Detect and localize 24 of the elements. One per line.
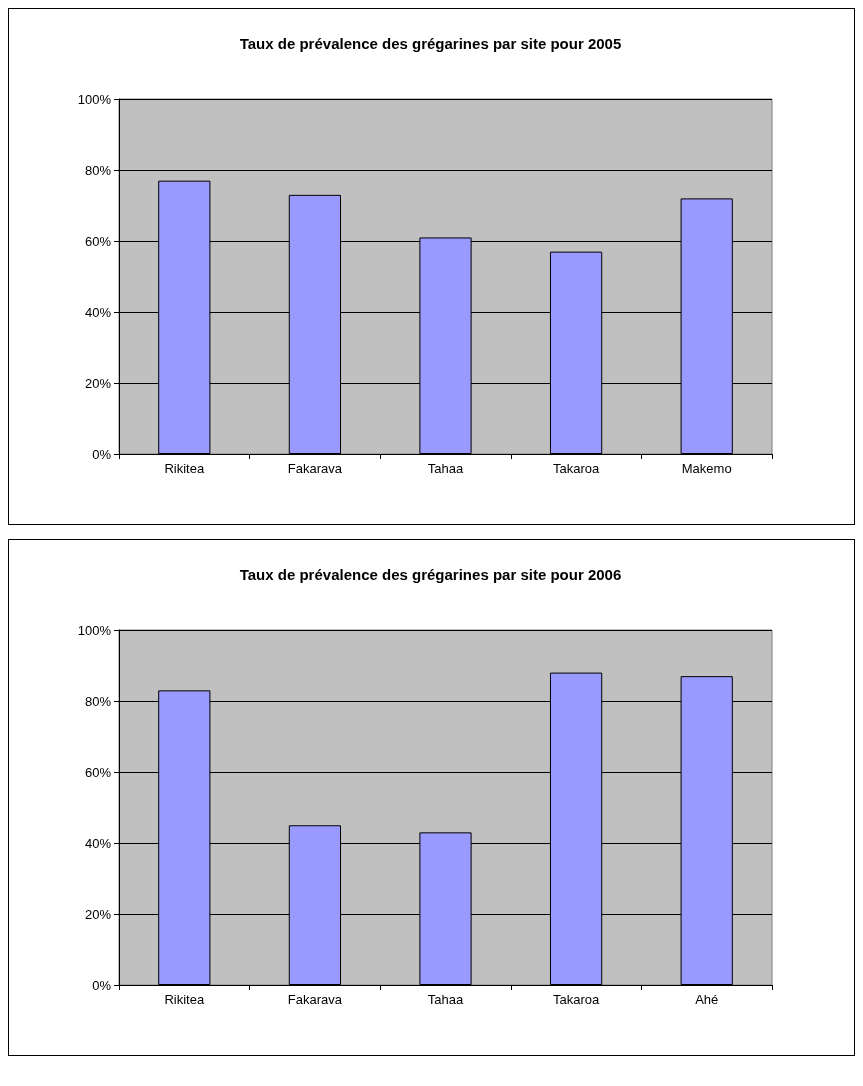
x-tick-label: Fakarava [287,461,343,476]
y-tick-label: 0% [92,446,112,462]
x-tick-label: Rikitea [164,461,205,476]
y-tick-label: 20% [84,906,112,922]
x-tick-label: Ahé [695,992,719,1007]
x-tick-label: Makemo [681,461,732,476]
x-tick-label: Takaroa [552,992,600,1007]
x-tick-label: Tahaa [427,992,464,1007]
y-tick-label: 0% [92,977,112,993]
y-tick-label: 80% [84,162,112,178]
x-tick-label: Takaroa [552,461,600,476]
y-tick-label: 100% [77,91,112,107]
y-tick-label: 40% [84,835,112,851]
x-tick-label: Fakarava [287,992,343,1007]
chart-title: Taux de prévalence des grégarines par site pour 2005 [239,35,622,52]
y-tick-label: 100% [77,622,112,638]
chart-title: Taux de prévalence des grégarines par site pour 2006 [239,566,622,583]
x-tick-label: Rikitea [164,992,205,1007]
y-tick-label: 20% [84,375,112,391]
y-tick-label: 60% [84,233,112,249]
x-tick-label: Tahaa [427,461,464,476]
y-tick-label: 60% [84,764,112,780]
y-tick-label: 80% [84,693,112,709]
y-tick-label: 40% [84,304,112,320]
